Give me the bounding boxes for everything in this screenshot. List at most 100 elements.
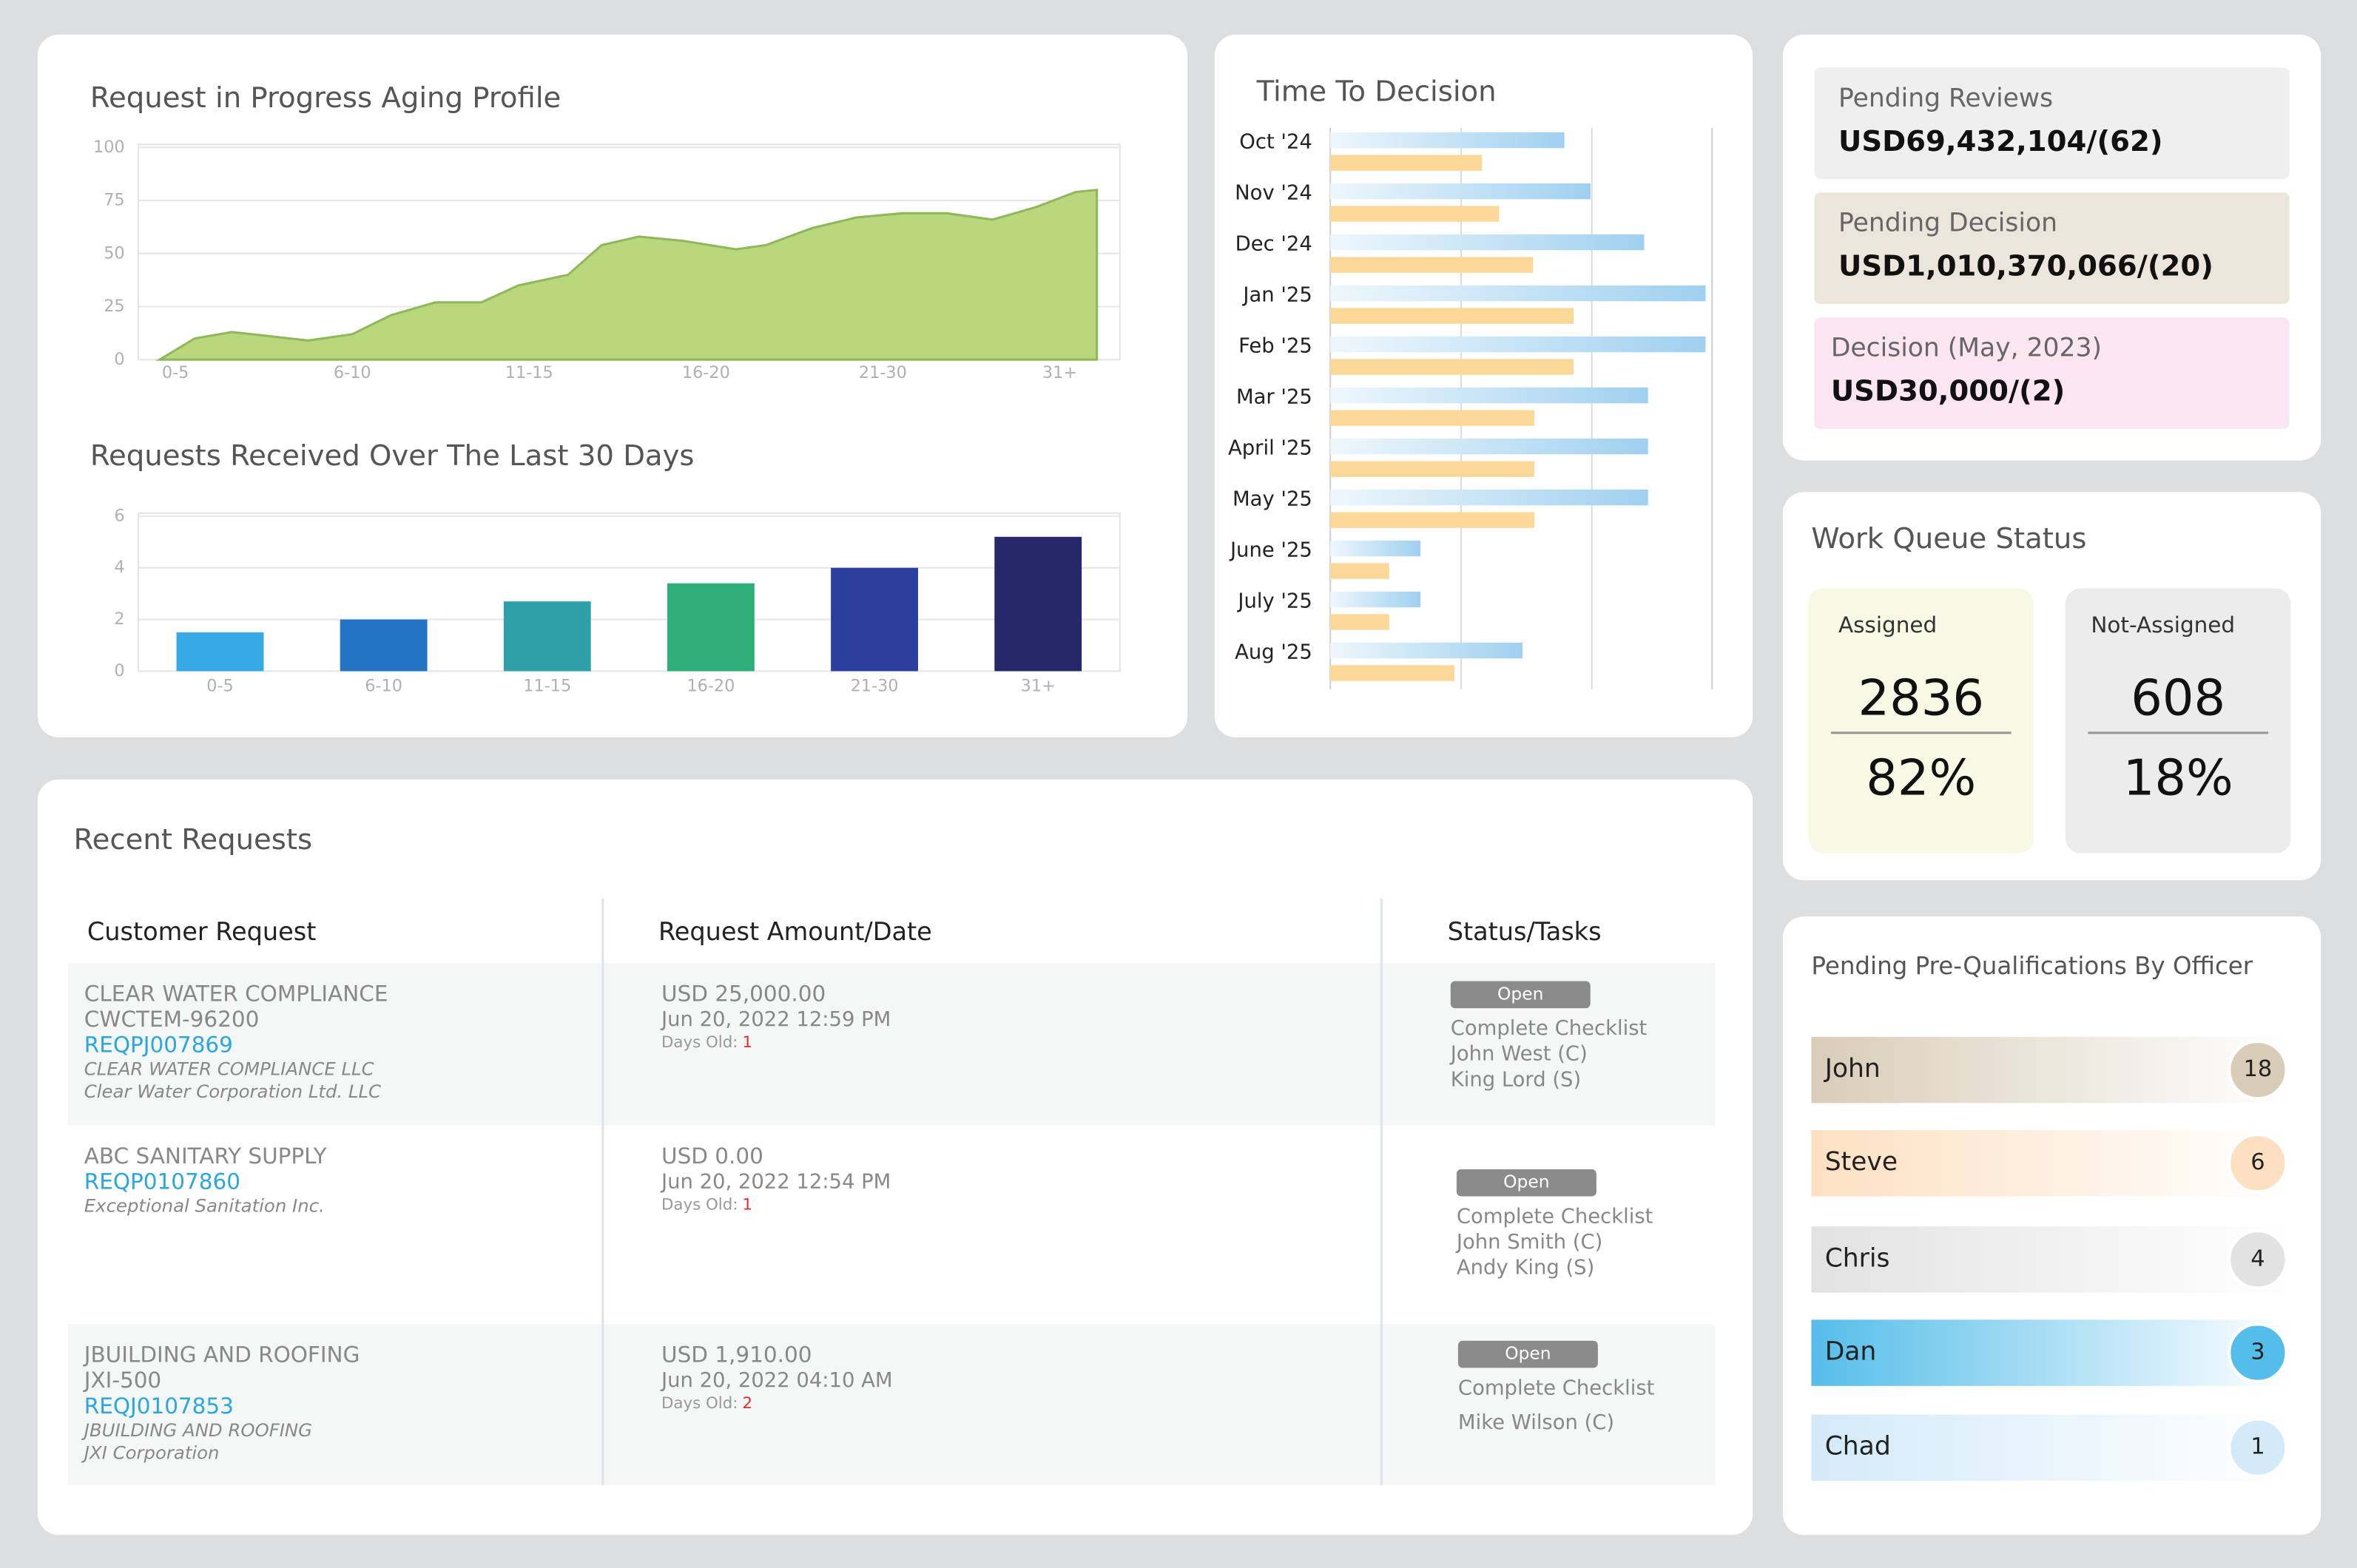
task: King Lord (S) (1451, 1068, 1581, 1091)
bar (1330, 132, 1565, 149)
task: John West (C) (1449, 1043, 1588, 1066)
y-tick-label: 50 (104, 243, 124, 263)
status-text: Open (1505, 1343, 1551, 1364)
y-tick-label: Dec '24 (1235, 233, 1312, 256)
x-tick-label: 0-5 (162, 363, 189, 382)
y-tick-label: Oct '24 (1239, 131, 1312, 154)
queue-percent: 82% (1866, 748, 1976, 806)
panel (37, 34, 1188, 737)
y-tick-label: 0 (114, 350, 124, 369)
column-header: Status/Tasks (1448, 917, 1602, 946)
status-badge (1456, 1169, 1596, 1197)
queue-label: Assigned (1838, 612, 1937, 638)
officer-name: Chad (1825, 1432, 1891, 1461)
x-tick-label: 16-20 (682, 363, 730, 382)
bar (340, 619, 428, 672)
chart-title: Time To Decision (1256, 75, 1497, 109)
card-label: Pending Reviews (1838, 84, 2053, 113)
bar (1330, 642, 1523, 659)
officer-count: 3 (2250, 1339, 2265, 1365)
legal-name: CLEAR WATER COMPLIANCE LLC (84, 1058, 374, 1080)
bar (1330, 206, 1500, 222)
amount: USD 25,000.00 (661, 981, 826, 1006)
y-tick-label: June '25 (1229, 539, 1312, 562)
request-id[interactable]: REQP0107860 (84, 1169, 240, 1194)
days-label: Days Old: (661, 1394, 738, 1413)
officer-bar (1811, 1226, 2290, 1293)
bar (1330, 183, 1591, 200)
officer-count: 4 (2250, 1246, 2265, 1271)
y-tick-label: 0 (114, 661, 124, 680)
y-tick-label: July '25 (1236, 590, 1312, 613)
card-label: Pending Decision (1838, 209, 2057, 238)
amount: USD 1,910.00 (661, 1342, 812, 1368)
request-id[interactable]: REQJ0107853 (84, 1393, 234, 1419)
y-tick-label: 2 (114, 609, 124, 629)
bar (1330, 387, 1648, 404)
bar (1330, 336, 1706, 353)
officer-bar (1811, 1129, 2290, 1197)
x-tick-label: 21-30 (851, 676, 899, 695)
x-tick-label: 31+ (1042, 363, 1077, 382)
officer-badge (2228, 1417, 2288, 1478)
chart-title: Request in Progress Aging Profile (90, 81, 561, 115)
column-header: Request Amount/Date (658, 917, 932, 946)
days-label: Days Old: (661, 1196, 738, 1214)
card-label: Decision (May, 2023) (1831, 334, 2102, 363)
y-tick-label: Feb '25 (1238, 335, 1312, 358)
days-label: Days Old: (661, 1033, 738, 1052)
card-value: USD69,432,104/(62) (1838, 125, 2162, 158)
officer-bar (1811, 1036, 2290, 1104)
officer-badge (2228, 1039, 2288, 1101)
area (155, 189, 1099, 361)
y-tick-label: 6 (114, 506, 124, 525)
queue-label: Not-Assigned (2091, 612, 2235, 638)
officer-badge (2228, 1322, 2288, 1383)
company-name: CLEAR WATER COMPLIANCE (84, 981, 388, 1006)
panel-title: Pending Pre-Qualifications By Officer (1811, 952, 2253, 980)
x-tick-label: 6-10 (334, 363, 371, 382)
card-value: USD1,010,370,066/(20) (1838, 250, 2213, 283)
bar (176, 632, 264, 672)
officer-count: 18 (2244, 1056, 2273, 1082)
x-tick-label: 11-15 (505, 363, 553, 382)
bar (1330, 285, 1706, 302)
days-value: 1 (743, 1033, 753, 1052)
x-tick-label: 6-10 (365, 676, 402, 695)
request-id[interactable]: REQPJ007869 (84, 1032, 233, 1057)
bar (1330, 489, 1648, 506)
company-name: ABC SANITARY SUPPLY (84, 1143, 328, 1169)
card-value: USD30,000/(2) (1831, 375, 2065, 408)
task: Complete Checklist (1458, 1376, 1655, 1399)
row-background (67, 963, 1716, 1126)
bar (1330, 257, 1534, 273)
officer-name: Dan (1825, 1337, 1877, 1367)
bar (1330, 563, 1389, 579)
x-tick-label: 31+ (1021, 676, 1056, 695)
days-old: Days Old: 1 (661, 1033, 752, 1052)
legal-name: Exceptional Sanitation Inc. (84, 1195, 325, 1217)
company-code: JXI-500 (83, 1368, 161, 1393)
date: Jun 20, 2022 12:54 PM (660, 1171, 891, 1194)
status-text: Open (1503, 1172, 1549, 1192)
bar (1330, 155, 1483, 171)
queue-box (2065, 588, 2291, 854)
y-tick-label: Mar '25 (1236, 386, 1312, 409)
bar (1330, 461, 1534, 477)
summary-card (1814, 317, 2290, 429)
x-tick-label: 21-30 (859, 363, 907, 382)
days-old: Days Old: 1 (661, 1196, 752, 1214)
bar (667, 583, 755, 672)
task: Andy King (S) (1457, 1257, 1594, 1280)
officer-count: 1 (2250, 1434, 2265, 1460)
bar (1330, 234, 1645, 251)
queue-percent: 18% (2123, 748, 2233, 806)
officer-name: John (1824, 1054, 1881, 1084)
column-header: Customer Request (87, 917, 317, 946)
days-old: Days Old: 2 (661, 1394, 752, 1413)
officer-name: Steve (1825, 1147, 1898, 1177)
bar (503, 601, 591, 672)
status-badge (1450, 981, 1591, 1009)
panel-title: Work Queue Status (1811, 522, 2086, 555)
status-text: Open (1497, 983, 1543, 1004)
